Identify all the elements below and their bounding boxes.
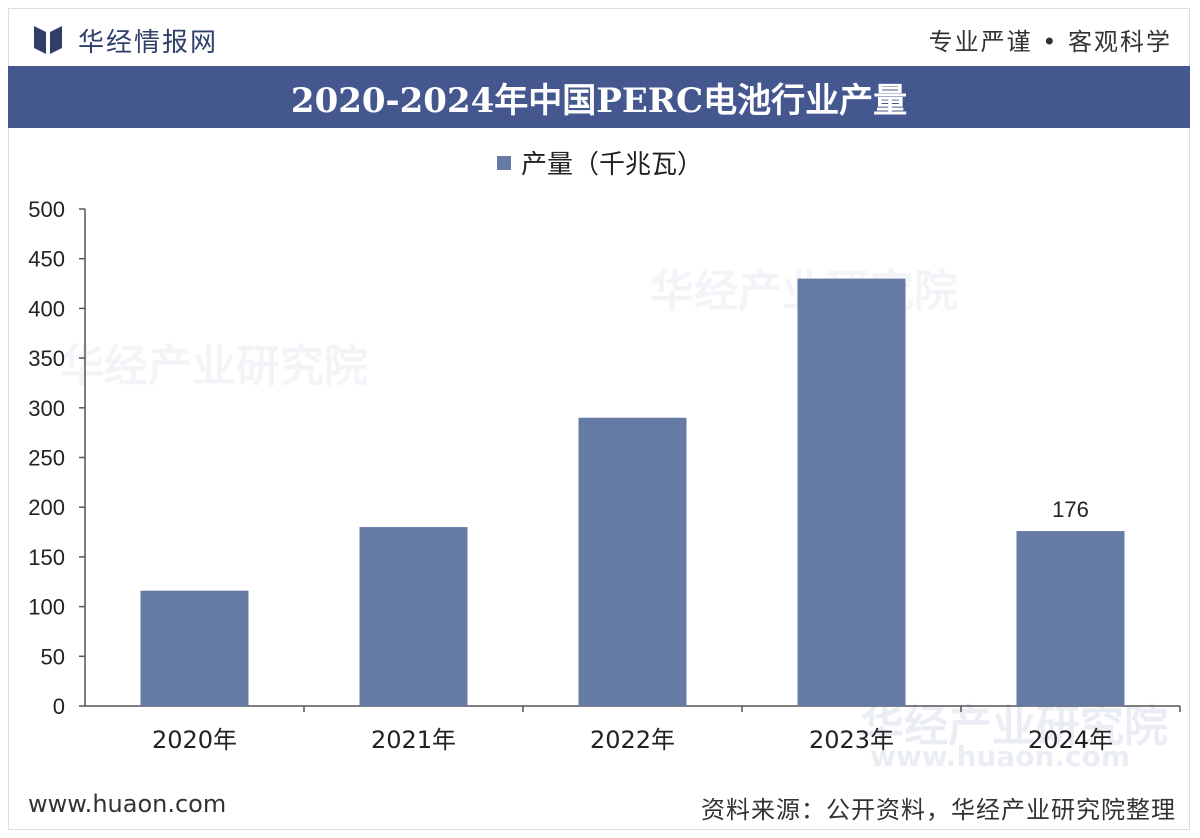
tagline: 专业严谨 • 客观科学 xyxy=(928,28,1172,56)
x-tick-label: 2023年 xyxy=(809,726,894,754)
bar xyxy=(578,417,687,706)
bar xyxy=(140,590,249,706)
y-tick-label: 300 xyxy=(28,396,65,421)
labels: 0 50 100 150 200 250 300 350 400 450 500 2020年 2021年… xyxy=(28,197,1113,754)
y-tick-label: 450 xyxy=(28,247,65,272)
footer-url: www.huaon.com xyxy=(28,790,227,818)
x-tick-label: 2022年 xyxy=(590,726,675,754)
data-label: 176 xyxy=(1052,497,1089,522)
y-tick-label: 400 xyxy=(28,296,65,321)
x-tick-label: 2020年 xyxy=(152,726,237,754)
y-tick-label: 50 xyxy=(41,644,65,669)
brand-name: 华经情报网 xyxy=(78,27,219,58)
bar xyxy=(359,527,468,706)
brand-logo-icon xyxy=(34,26,62,54)
legend-label: 产量（千兆瓦） xyxy=(520,150,703,180)
y-tick-label: 100 xyxy=(28,595,65,620)
y-tick-label: 250 xyxy=(28,446,65,471)
x-tick-label: 2021年 xyxy=(371,726,456,754)
legend-swatch xyxy=(496,155,511,170)
y-tick-label: 200 xyxy=(28,495,65,520)
x-tick-label: 2024年 xyxy=(1028,726,1113,754)
brand: 华经情报网 xyxy=(32,20,218,60)
bar xyxy=(797,278,906,706)
y-tick-label: 0 xyxy=(53,694,65,719)
bars xyxy=(140,278,1125,706)
y-tick-label: 500 xyxy=(28,197,65,222)
chart-title: 2020-2024年中国PERC电池行业产量 xyxy=(290,80,908,121)
legend: 产量（千兆瓦） xyxy=(0,144,1200,181)
footer-source: 资料来源：公开资料，华经产业研究院整理 xyxy=(701,796,1176,824)
bar xyxy=(1016,531,1125,706)
y-tick-label: 150 xyxy=(28,545,65,570)
chart-title-banner: 2020-2024年中国PERC电池行业产量 xyxy=(8,66,1190,128)
frame-border xyxy=(8,8,1190,830)
y-tick-label: 350 xyxy=(28,346,65,371)
